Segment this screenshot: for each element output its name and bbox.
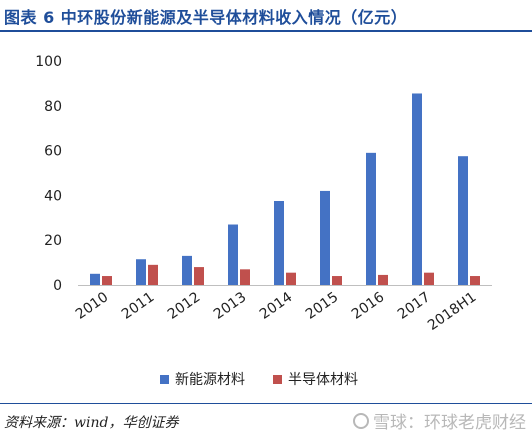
bar-series-1: [274, 201, 284, 285]
legend-swatch-series-1: [160, 374, 169, 384]
bar-series-1: [136, 259, 146, 285]
x-tick-label: 2011: [119, 289, 157, 323]
x-tick-label: 2018H1: [425, 289, 479, 334]
bar-series-2: [424, 272, 434, 285]
y-tick-label: 20: [44, 233, 62, 249]
legend-label-series-2: 半导体材料: [288, 372, 358, 388]
source-note: 资料来源：wind，华创证券: [4, 415, 179, 431]
bar-series-1: [90, 273, 100, 285]
bar-chart: 0 20 40 60 80 100 2010 2011 2012 2013 2014 2015 2016…: [35, 54, 492, 334]
x-tick-label: 2016: [349, 289, 387, 323]
y-tick-label: 40: [44, 188, 62, 204]
bar-series-2: [240, 269, 250, 285]
bar-series-2: [332, 276, 342, 285]
y-tick-label: 60: [44, 144, 62, 160]
bar-series-2: [470, 276, 480, 285]
page-title: 图表 6 中环股份新能源及半导体材料收入情况（亿元）: [4, 8, 408, 27]
watermark-text: 雪球：环球老虎财经: [373, 413, 526, 433]
bar-series-2: [378, 274, 388, 285]
snowball-icon: [353, 412, 369, 429]
bar-series-1: [366, 152, 376, 285]
bar-series-2: [148, 264, 158, 285]
legend-swatch-series-2: [273, 374, 282, 384]
footer-divider: [0, 403, 532, 404]
x-tick-label: 2012: [165, 289, 203, 323]
x-tick-label: 2010: [73, 289, 111, 323]
bar-series-1: [412, 93, 422, 285]
bar-series-1: [458, 156, 468, 285]
x-tick-label: 2015: [303, 289, 341, 323]
legend-label-series-1: 新能源材料: [175, 372, 245, 388]
watermark: 雪球：环球老虎财经: [353, 408, 526, 433]
y-tick-label: 80: [44, 99, 62, 115]
legend-item-series-1: 新能源材料: [160, 369, 245, 389]
x-tick-label: 2017: [395, 289, 433, 323]
bar-series-2: [102, 276, 112, 285]
bar-series-2: [194, 267, 204, 285]
bar-series-1: [182, 255, 192, 285]
x-tick-label: 2013: [211, 289, 249, 323]
y-tick-label: 0: [53, 278, 62, 294]
x-tick-label: 2014: [257, 289, 295, 323]
bar-series-2: [286, 272, 296, 285]
bar-series-1: [228, 224, 238, 285]
chart-legend: 新能源材料 半导体材料: [160, 369, 358, 389]
legend-item-series-2: 半导体材料: [273, 369, 358, 389]
y-tick-label: 100: [35, 54, 62, 70]
title-bar: 图表 6 中环股份新能源及半导体材料收入情况（亿元）: [0, 0, 532, 32]
bar-series-1: [320, 190, 330, 285]
